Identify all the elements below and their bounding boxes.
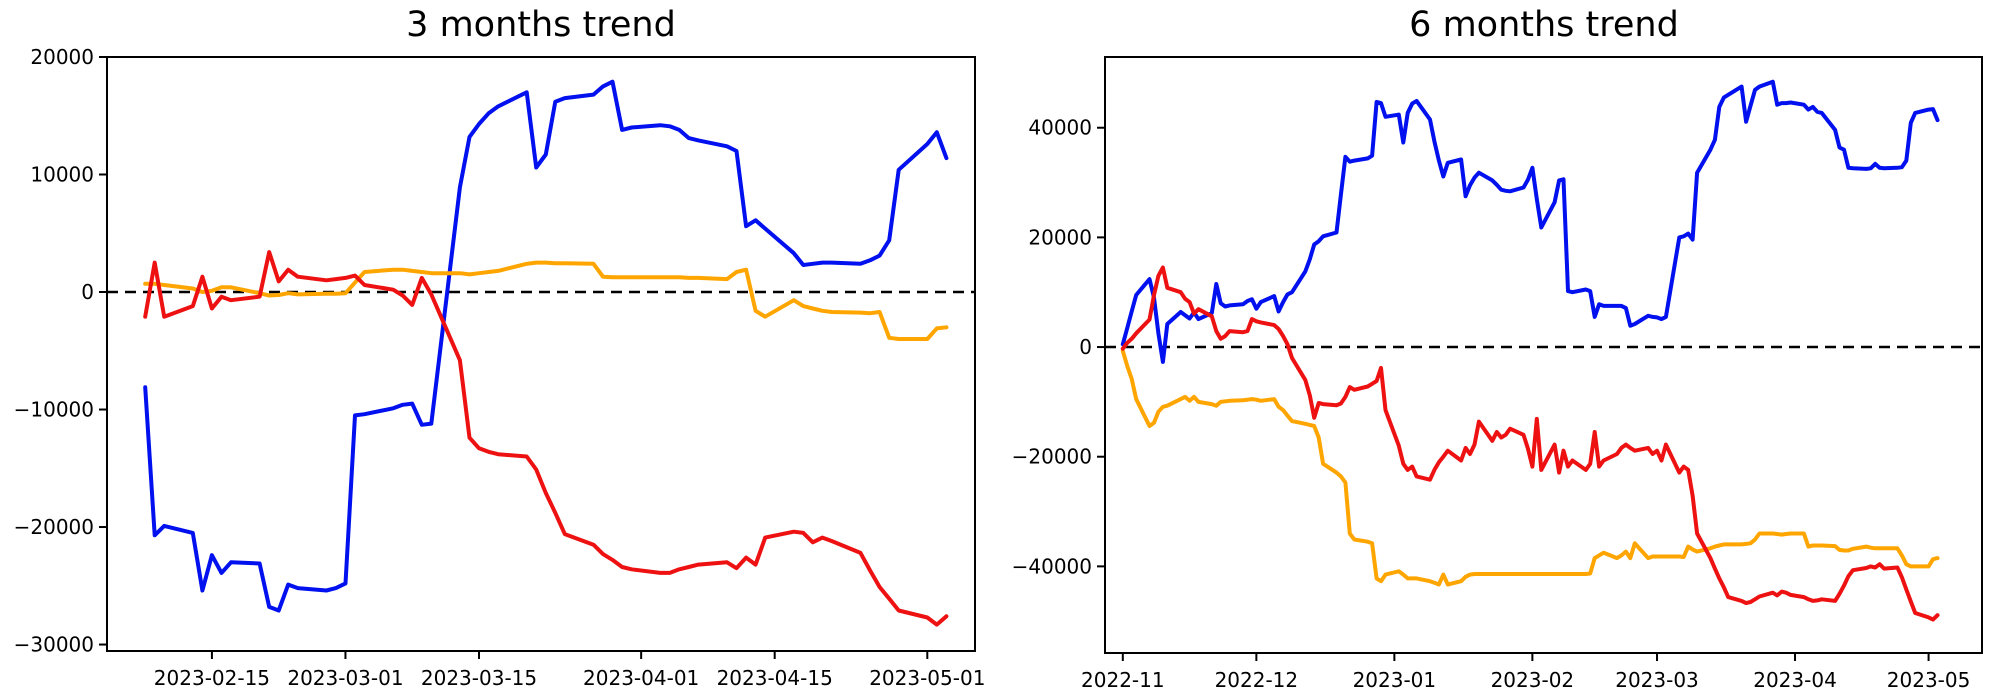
y-tick-label: −40000 <box>1012 554 1092 578</box>
y-tick-label: 0 <box>81 280 94 304</box>
chart-title-3-months: 3 months trend <box>406 5 676 45</box>
x-tick-label: 2023-04-01 <box>583 666 699 690</box>
series-red-line <box>1120 265 1940 622</box>
series-blue-line <box>143 79 949 613</box>
x-tick-label: 2023-04 <box>1753 668 1837 692</box>
chart-1: 40000 20000 0 −20000 −40000 2022-11 2022-12 202… <box>1012 56 1983 692</box>
x-tick-label: 2023-02-15 <box>154 666 270 690</box>
y-tick-label: 20000 <box>30 45 94 69</box>
series-blue-line <box>1120 79 1940 364</box>
x-tick-label: 2023-03-01 <box>287 666 403 690</box>
x-tick-label: 2023-02 <box>1491 668 1575 692</box>
chart-title-6-months: 6 months trend <box>1409 5 1679 45</box>
x-tick-label: 2023-03-15 <box>421 666 537 690</box>
x-tick-label: 2023-05-01 <box>869 666 985 690</box>
x-tick-label: 2022-11 <box>1081 668 1165 692</box>
y-tick-label: 20000 <box>1028 225 1092 249</box>
series-group <box>1120 79 1940 622</box>
series-red-line <box>143 250 949 627</box>
x-tick-label: 2023-03 <box>1615 668 1699 692</box>
series-group <box>143 79 949 627</box>
y-tick-label: −10000 <box>14 398 94 422</box>
y-tick-label: 40000 <box>1028 116 1092 140</box>
y-tick-label: 10000 <box>30 163 94 187</box>
y-tick-label: −20000 <box>14 515 94 539</box>
series-orange-line <box>1120 348 1940 587</box>
plot-frame <box>1104 56 1983 654</box>
x-tick-label: 2023-05 <box>1887 668 1971 692</box>
x-tick-label: 2023-04-15 <box>717 666 833 690</box>
y-tick-label: −30000 <box>14 633 94 657</box>
plot-frame <box>106 56 976 652</box>
series-orange-line <box>143 260 949 341</box>
y-tick-label: 0 <box>1079 335 1092 359</box>
y-tick-label: −20000 <box>1012 445 1092 469</box>
x-tick-label: 2023-01 <box>1353 668 1437 692</box>
x-tick-label: 2022-12 <box>1215 668 1299 692</box>
chart-0: 20000 10000 0 −10000 −20000 −30000 2023-02-15 2… <box>14 45 986 690</box>
